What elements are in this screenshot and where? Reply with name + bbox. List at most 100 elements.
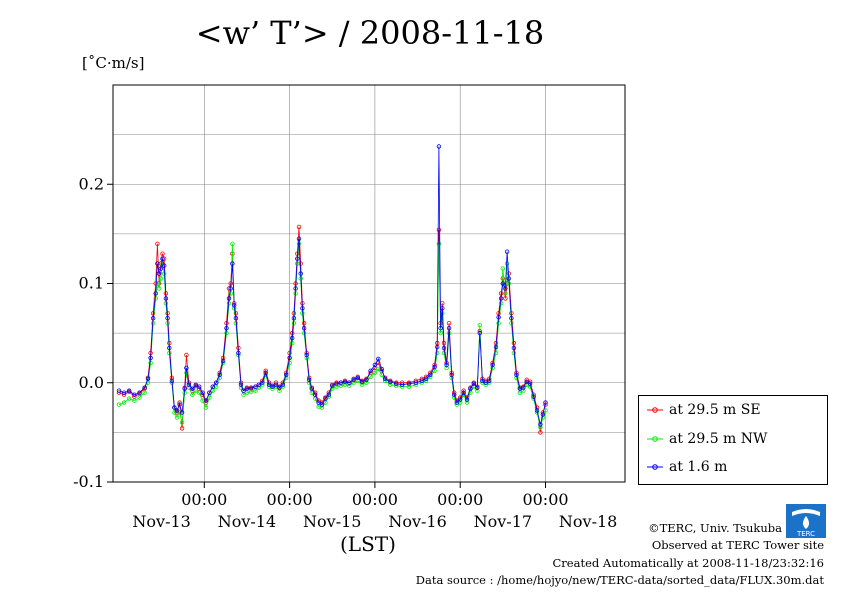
data-point xyxy=(400,382,405,387)
data-point xyxy=(231,303,237,308)
data-point xyxy=(351,380,356,385)
data-point xyxy=(293,286,298,291)
data-point xyxy=(137,390,142,395)
date-label: Nov-14 xyxy=(218,512,276,531)
data-point xyxy=(233,316,239,321)
data-point xyxy=(248,385,254,390)
series-2 xyxy=(116,144,548,427)
data-point xyxy=(540,412,546,417)
data-point xyxy=(155,281,160,286)
data-point xyxy=(244,390,250,395)
data-point xyxy=(468,386,473,391)
data-point xyxy=(158,276,163,281)
x-tick-label: 00:00 xyxy=(522,490,568,509)
data-point xyxy=(248,389,254,394)
data-point xyxy=(330,383,335,388)
data-point xyxy=(284,372,289,377)
footer-observed: Observed at TERC Tower site xyxy=(651,538,824,552)
data-point xyxy=(126,396,132,401)
data-point xyxy=(372,362,378,368)
data-point xyxy=(444,362,449,368)
data-point xyxy=(160,251,165,256)
data-point xyxy=(273,382,279,387)
data-point xyxy=(309,386,314,391)
data-point xyxy=(263,370,268,375)
data-point xyxy=(179,410,185,415)
data-point xyxy=(517,390,523,395)
data-point xyxy=(260,380,265,385)
series-1 xyxy=(116,241,548,430)
data-point xyxy=(319,402,325,407)
data-point xyxy=(477,323,482,328)
data-point xyxy=(298,271,303,276)
data-point xyxy=(160,256,165,261)
data-point xyxy=(304,352,309,358)
data-point xyxy=(266,382,272,387)
series-group xyxy=(116,144,548,435)
data-point xyxy=(323,400,328,405)
data-point xyxy=(155,261,160,266)
legend-marker-1-6m xyxy=(647,464,663,470)
data-point xyxy=(504,249,510,254)
data-point xyxy=(477,330,482,336)
data-point xyxy=(496,315,501,320)
data-point xyxy=(506,276,511,281)
data-point xyxy=(256,382,262,387)
data-point xyxy=(116,402,122,407)
data-point xyxy=(334,384,339,389)
data-point xyxy=(413,380,418,385)
data-point xyxy=(142,390,147,395)
data-point xyxy=(464,397,470,402)
data-point xyxy=(233,311,239,316)
data-point xyxy=(184,352,189,358)
data-point xyxy=(368,368,373,373)
data-point xyxy=(230,261,235,266)
data-point xyxy=(521,385,526,390)
series-0 xyxy=(116,224,548,435)
data-point xyxy=(406,384,412,389)
data-point xyxy=(300,306,305,311)
data-point xyxy=(148,355,153,361)
data-point xyxy=(203,405,209,410)
legend-marker-se xyxy=(647,407,663,413)
data-point xyxy=(244,386,250,391)
data-point xyxy=(210,384,215,389)
data-point xyxy=(190,392,195,397)
data-point xyxy=(309,390,314,395)
data-point xyxy=(241,388,246,393)
series-line xyxy=(118,146,546,425)
data-point xyxy=(449,372,454,377)
data-point xyxy=(153,291,158,296)
data-point xyxy=(253,384,258,389)
data-point xyxy=(498,301,504,306)
series-line xyxy=(118,243,546,428)
data-point xyxy=(203,398,209,403)
data-point xyxy=(236,350,241,356)
data-point xyxy=(217,372,222,377)
legend-marker-nw xyxy=(647,436,663,442)
data-point xyxy=(368,374,373,379)
data-point xyxy=(379,366,384,372)
data-point xyxy=(493,344,499,350)
data-point xyxy=(376,360,381,366)
footer-created: Created Automatically at 2008-11-18/23:3… xyxy=(552,556,825,570)
data-point xyxy=(210,388,215,393)
data-point xyxy=(156,271,162,276)
data-point xyxy=(500,266,505,271)
data-point xyxy=(342,382,348,387)
data-point xyxy=(468,390,473,395)
date-label: Nov-16 xyxy=(388,512,446,531)
date-label: Nov-18 xyxy=(559,512,617,531)
data-point xyxy=(296,236,302,241)
data-point xyxy=(161,263,167,268)
data-point xyxy=(238,382,244,387)
data-point xyxy=(200,390,205,395)
data-point xyxy=(291,316,297,321)
data-point xyxy=(165,316,170,321)
chart-title: <w’ T’> / 2008-11-18 xyxy=(195,14,545,52)
data-point xyxy=(382,376,388,381)
data-point xyxy=(228,286,233,291)
data-point xyxy=(121,400,127,405)
data-point xyxy=(440,306,445,311)
